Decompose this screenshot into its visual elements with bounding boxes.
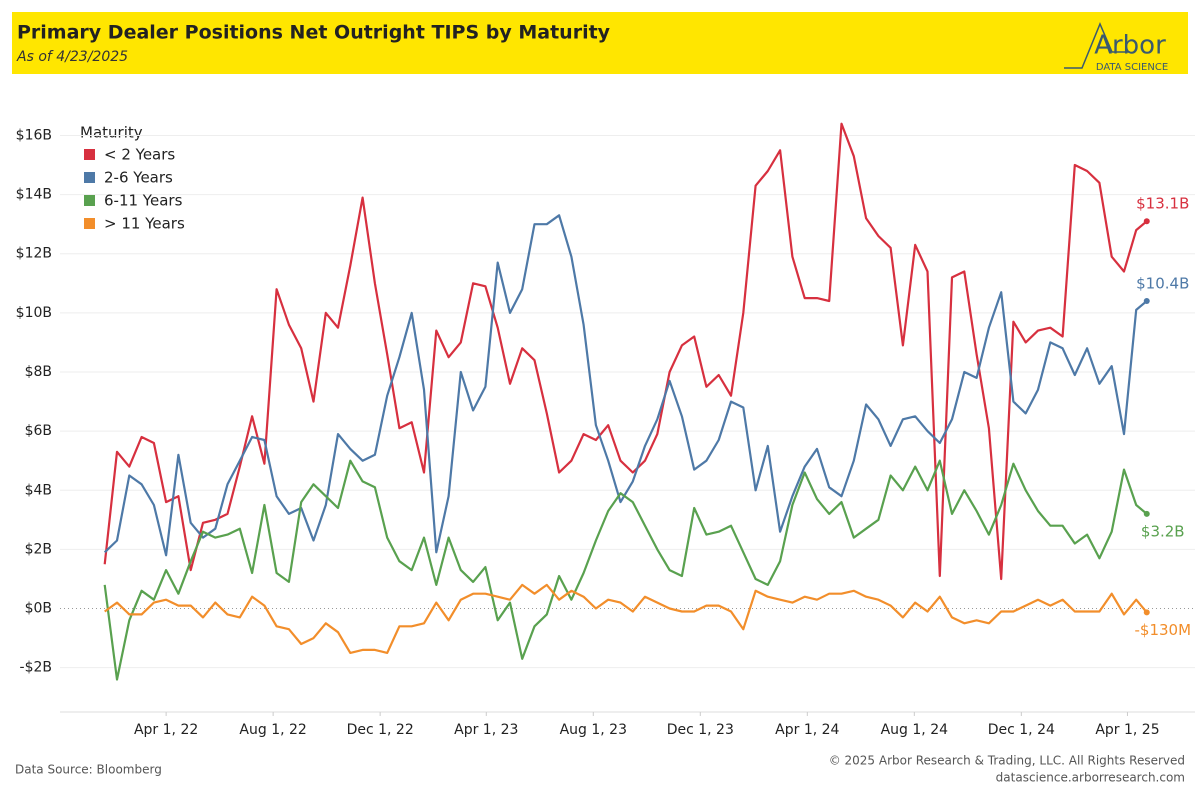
series-line bbox=[104, 583, 1148, 654]
logo-tagline: DATA SCIENCE bbox=[1096, 62, 1168, 73]
end-point bbox=[1143, 298, 1150, 305]
series-line bbox=[103, 459, 1148, 681]
data-source: Data Source: Bloomberg bbox=[15, 763, 162, 777]
legend-swatch bbox=[84, 149, 95, 160]
legend-swatch bbox=[84, 172, 95, 183]
y-tick-label: $6B bbox=[25, 423, 52, 439]
end-label: $13.1B bbox=[1136, 195, 1189, 213]
y-tick-label: $0B bbox=[25, 601, 52, 617]
copyright: © 2025 Arbor Research & Trading, LLC. Al… bbox=[829, 754, 1185, 768]
y-tick-label: -$2B bbox=[20, 660, 52, 676]
end-point bbox=[1143, 510, 1150, 517]
x-tick-label: Apr 1, 25 bbox=[1095, 722, 1159, 738]
legend-swatch bbox=[84, 195, 95, 206]
end-label: $10.4B bbox=[1136, 275, 1189, 293]
series-line bbox=[103, 122, 1148, 581]
x-tick-label: Apr 1, 23 bbox=[454, 722, 518, 738]
website: datascience.arborresearch.com bbox=[996, 771, 1185, 785]
end-point bbox=[1143, 609, 1150, 616]
y-tick-label: $14B bbox=[16, 187, 52, 203]
chart-subtitle: As of 4/23/2025 bbox=[16, 49, 128, 65]
x-tick-label: Dec 1, 24 bbox=[988, 722, 1055, 738]
end-label: -$130M bbox=[1134, 621, 1191, 639]
x-tick-label: Apr 1, 24 bbox=[775, 722, 839, 738]
legend-title: Maturity bbox=[80, 124, 143, 142]
legend-label: < 2 Years bbox=[104, 146, 175, 164]
logo-mark bbox=[1064, 22, 1130, 69]
x-tick-label: Aug 1, 24 bbox=[881, 722, 949, 738]
series-line bbox=[103, 214, 1148, 557]
legend-label: 2-6 Years bbox=[104, 169, 173, 187]
y-tick-label: $2B bbox=[25, 541, 52, 557]
x-tick-label: Aug 1, 23 bbox=[560, 722, 627, 738]
end-point bbox=[1143, 218, 1150, 225]
y-tick-label: $10B bbox=[16, 305, 52, 321]
y-tick-label: $4B bbox=[25, 482, 52, 498]
chart-title: Primary Dealer Positions Net Outright TI… bbox=[17, 22, 611, 44]
x-tick-label: Dec 1, 22 bbox=[347, 722, 414, 738]
logo-name: Arbor bbox=[1094, 31, 1166, 61]
x-tick-label: Dec 1, 23 bbox=[667, 722, 734, 738]
y-tick-label: $8B bbox=[25, 364, 52, 380]
legend-label: > 11 Years bbox=[104, 215, 185, 233]
header-band bbox=[12, 12, 1188, 74]
legend-label: 6-11 Years bbox=[104, 192, 183, 210]
y-tick-label: $16B bbox=[16, 127, 52, 143]
end-label: $3.2B bbox=[1141, 522, 1185, 540]
y-tick-label: $12B bbox=[16, 246, 52, 262]
x-tick-label: Apr 1, 22 bbox=[134, 722, 198, 738]
legend-swatch bbox=[84, 218, 95, 229]
x-tick-label: Aug 1, 22 bbox=[239, 722, 306, 738]
